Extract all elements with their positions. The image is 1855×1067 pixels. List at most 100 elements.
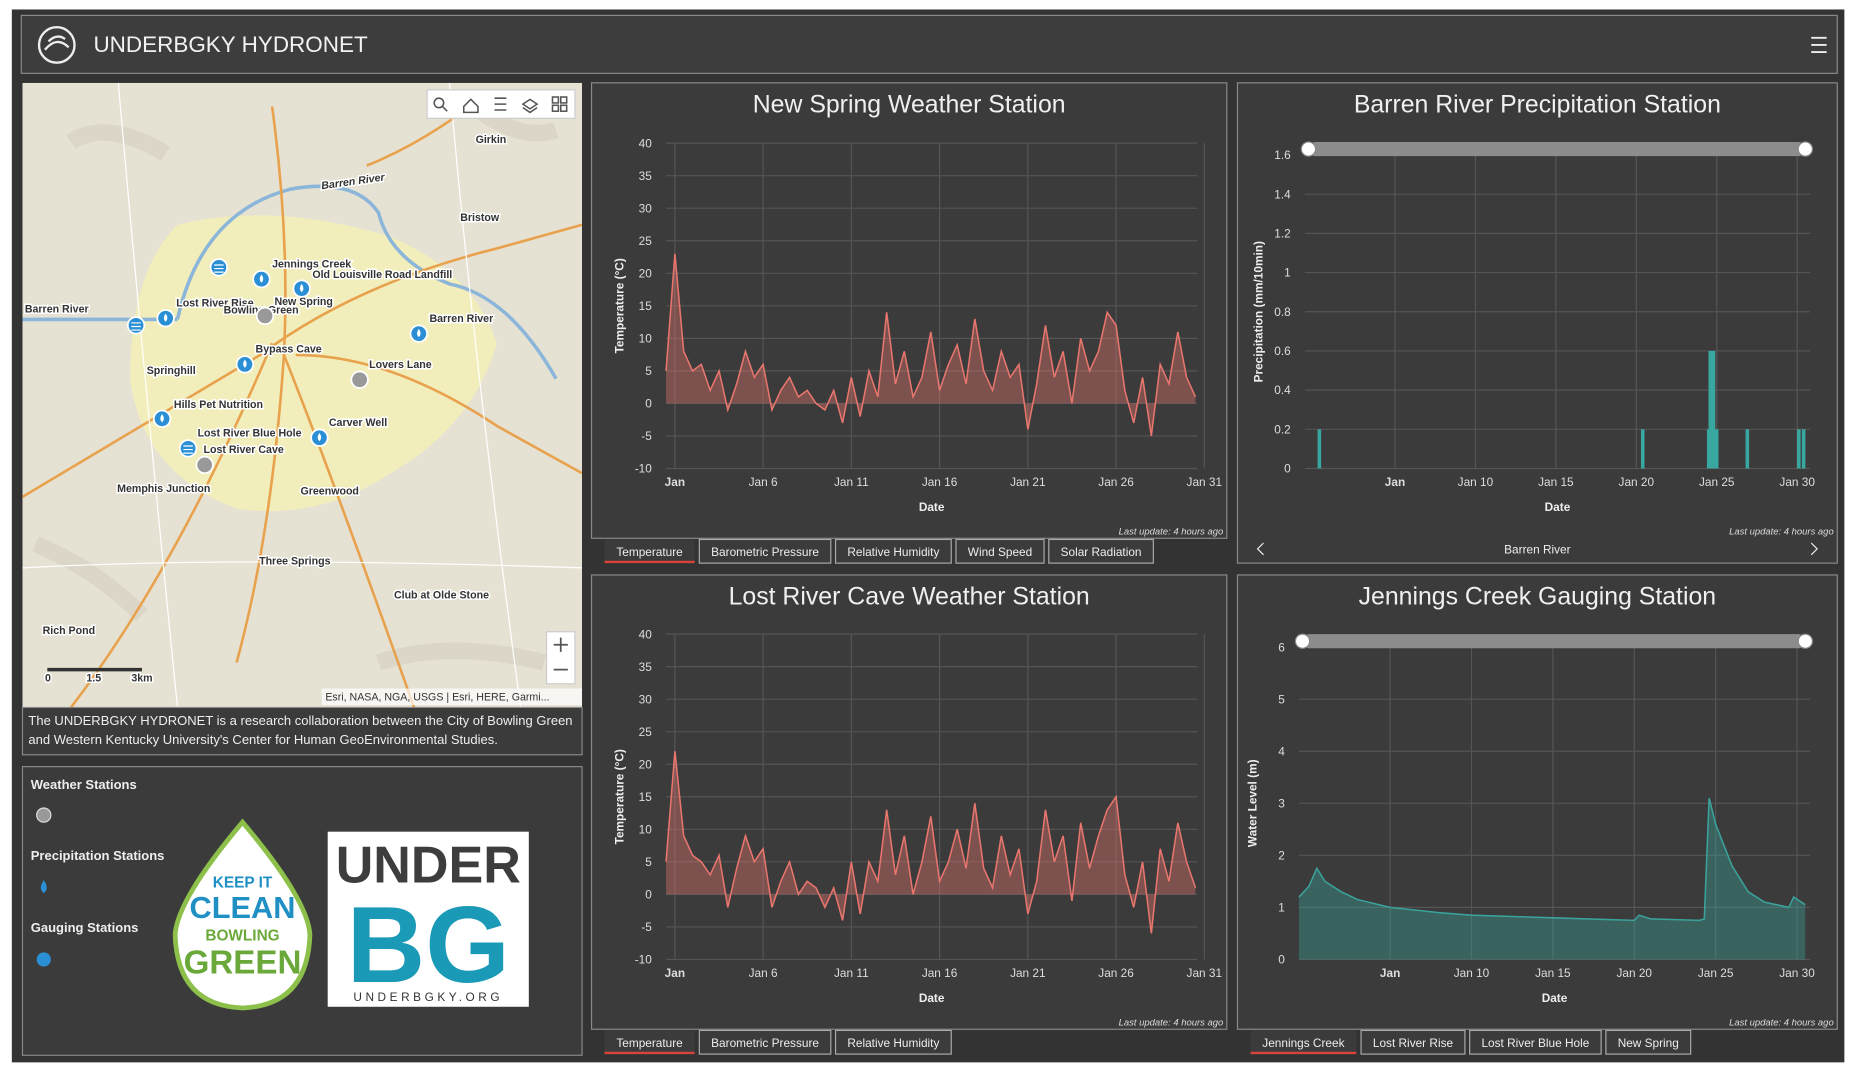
x-tick-label: Jan 6 xyxy=(749,475,778,489)
range-slider[interactable] xyxy=(1302,634,1806,649)
chart-title: Jennings Creek Gauging Station xyxy=(1359,584,1716,611)
logo-text: UNDERBGKY.ORG xyxy=(353,990,503,1004)
y-tick-label: 20 xyxy=(639,266,653,280)
x-tick-label: Jan 20 xyxy=(1617,966,1653,980)
map-toolbar[interactable] xyxy=(426,89,576,119)
map-label: Lost River Rise xyxy=(176,297,253,309)
tab[interactable]: Relative Humidity xyxy=(834,538,952,564)
weather-marker[interactable] xyxy=(195,455,214,475)
slider-handle[interactable] xyxy=(1797,633,1814,649)
logo-icon xyxy=(37,26,76,64)
underbg-logo: UNDER BG UNDERBGKY.ORG xyxy=(327,831,529,1007)
zoom-controls[interactable] xyxy=(545,631,576,685)
map-label: Lost River Cave xyxy=(203,444,283,456)
chart-panel: Lost River Cave Weather Station -10 -5 0 5 10… xyxy=(590,574,1228,1055)
tab-bg xyxy=(604,1030,695,1055)
tab[interactable]: Jennings Creek xyxy=(1250,1030,1357,1055)
tab[interactable]: Lost River Blue Hole xyxy=(1469,1029,1602,1055)
y-tick-label: 25 xyxy=(639,234,653,248)
map[interactable]: Barren River Girkin Bristow Jennings Cre… xyxy=(22,82,583,708)
y-tick-label: -10 xyxy=(635,462,653,476)
x-tick-label: Jan 6 xyxy=(749,966,778,980)
attribution-bg xyxy=(321,688,583,706)
y-tick-label: 40 xyxy=(639,136,653,150)
panel-bg xyxy=(590,574,1228,1030)
gauging-marker[interactable] xyxy=(126,316,146,335)
weather-marker[interactable] xyxy=(350,370,369,389)
keep-it-clean-logo: KEEP IT CLEAN BOWLING GREEN xyxy=(172,818,313,1011)
tab-bg xyxy=(1605,1029,1692,1055)
weather-marker[interactable] xyxy=(255,306,275,326)
x-tick-label: Jan 31 xyxy=(1187,966,1223,980)
tab[interactable]: Solar Radiation xyxy=(1048,538,1154,564)
panel-bg xyxy=(1236,82,1838,564)
y-tick-label: 5 xyxy=(1278,692,1285,706)
tab-label: Relative Humidity xyxy=(847,545,939,559)
y-tick-label: -5 xyxy=(641,429,652,443)
gauging-marker[interactable] xyxy=(178,439,198,458)
tab-bg xyxy=(698,1029,832,1055)
x-tick-label: Jan 21 xyxy=(1010,475,1046,489)
map-label: Barren River xyxy=(429,313,493,325)
x-axis-label: Date xyxy=(1545,500,1571,514)
bar xyxy=(1745,429,1750,469)
logo-text: BOWLING xyxy=(205,928,279,945)
tab-bg xyxy=(1250,1030,1357,1055)
x-tick-label: Jan 10 xyxy=(1458,475,1494,489)
nav-prev[interactable] xyxy=(1256,542,1264,556)
x-tick-label: Jan xyxy=(1385,475,1405,489)
y-tick-label: 15 xyxy=(639,790,653,804)
menu-button[interactable] xyxy=(1807,33,1831,57)
tab[interactable]: Lost River Rise xyxy=(1360,1029,1466,1055)
bar xyxy=(1711,350,1716,469)
panel-bg xyxy=(590,82,1228,539)
logo-text: CLEAN xyxy=(190,890,296,925)
y-tick-label: 35 xyxy=(639,169,653,183)
slider-handle[interactable] xyxy=(1300,141,1317,157)
map-attribution: Esri, NASA, NGA, USGS | Esri, HERE, Garm… xyxy=(325,691,549,703)
x-axis-label: Date xyxy=(1542,991,1568,1005)
range-slider[interactable] xyxy=(1308,141,1806,157)
tab[interactable]: Relative Humidity xyxy=(834,1029,952,1055)
x-tick-label: Jan 30 xyxy=(1779,475,1815,489)
x-tick-label: Jan xyxy=(1380,966,1400,980)
nav-next[interactable] xyxy=(1810,542,1818,556)
marker-icon xyxy=(214,264,224,273)
tab-bg xyxy=(834,538,952,564)
legend-icon xyxy=(36,807,52,823)
tab[interactable]: Temperature xyxy=(604,539,695,564)
y-tick-label: 5 xyxy=(645,855,652,869)
tab[interactable]: Barometric Pressure xyxy=(698,538,832,564)
bar xyxy=(1714,429,1719,469)
y-tick-label: 2 xyxy=(1278,848,1285,862)
tab[interactable]: Temperature xyxy=(604,1030,695,1055)
logo-mark xyxy=(44,35,70,51)
x-tick-label: Jan 25 xyxy=(1698,966,1734,980)
tab-label: Lost River Blue Hole xyxy=(1481,1036,1589,1050)
slider-handle[interactable] xyxy=(1797,141,1814,157)
map-label: Jennings Creek xyxy=(272,258,351,270)
map-label: Hills Pet Nutrition xyxy=(174,399,263,411)
tab[interactable]: Wind Speed xyxy=(955,538,1045,564)
logo-text: GREEN xyxy=(184,945,302,982)
chart-title: Lost River Cave Weather Station xyxy=(729,584,1090,611)
line xyxy=(665,751,1197,934)
marker-icon xyxy=(163,313,168,322)
line xyxy=(1298,797,1806,922)
gauging-marker[interactable] xyxy=(209,258,229,277)
header xyxy=(20,14,1838,74)
x-tick-label: Jan 26 xyxy=(1098,475,1134,489)
marker-icon xyxy=(243,359,247,368)
map-label: Club at Olde Stone xyxy=(394,590,489,602)
last-update: Last update: 4 hours ago xyxy=(1729,527,1834,538)
description: The UNDERBGKY HYDRONET is a research col… xyxy=(28,714,573,748)
marker-icon xyxy=(131,322,141,331)
tab[interactable]: New Spring xyxy=(1605,1029,1692,1055)
y-tick-label: 0 xyxy=(645,888,652,902)
map-label: Old Louisville Road Landfill xyxy=(312,269,452,281)
slider-handle[interactable] xyxy=(1294,633,1311,649)
map-label: Three Springs xyxy=(259,555,331,567)
y-tick-label: 0 xyxy=(1278,953,1285,967)
tab[interactable]: Barometric Pressure xyxy=(698,1029,832,1055)
y-tick-label: 6 xyxy=(1278,640,1285,654)
